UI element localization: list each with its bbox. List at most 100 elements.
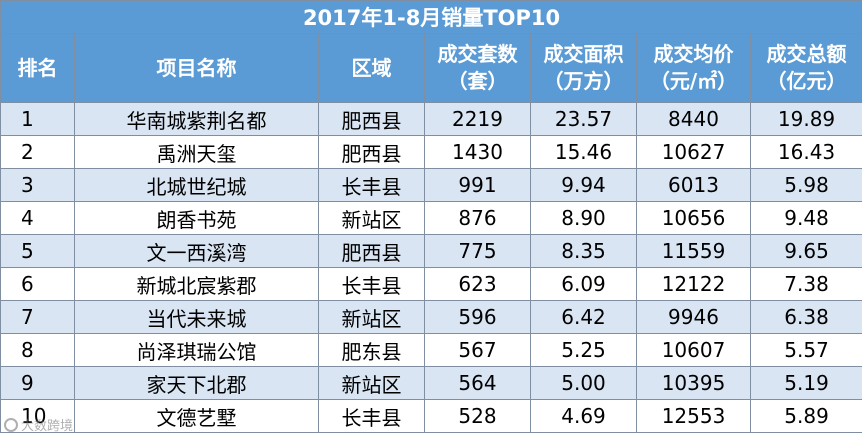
cell-project-name: 家天下北郡 [74, 366, 319, 400]
cell-units-sold: 775 [424, 234, 531, 268]
cell-district: 新站区 [318, 300, 425, 334]
header-rank: 排名 [0, 33, 75, 103]
cell-rank: 9 [0, 366, 75, 400]
cell-area-sold: 5.25 [530, 333, 637, 367]
table-row: 3 北城世纪城 长丰县 991 9.94 6013 5.98 [0, 168, 862, 202]
cell-total-amount: 5.89 [749, 399, 862, 433]
cell-avg-price: 11559 [636, 234, 751, 268]
cell-rank: 1 [0, 102, 75, 136]
cell-project-name: 北城世纪城 [74, 168, 319, 202]
header-total-amount: 成交总额 （亿元） [749, 33, 862, 103]
cell-district: 肥西县 [318, 135, 425, 169]
cell-total-amount: 9.48 [749, 201, 862, 235]
cell-area-sold: 15.46 [530, 135, 637, 169]
cell-project-name: 文一西溪湾 [74, 234, 319, 268]
cell-district: 新站区 [318, 201, 425, 235]
table-row: 6 新城北宸紫郡 长丰县 623 6.09 12122 7.38 [0, 267, 862, 301]
cell-area-sold: 9.94 [530, 168, 637, 202]
header-label: 成交面积 [543, 42, 624, 66]
cell-district: 肥西县 [318, 234, 425, 268]
cell-avg-price: 8440 [636, 102, 751, 136]
cell-avg-price: 12553 [636, 399, 751, 433]
table-row: 8 尚泽琪瑞公馆 肥东县 567 5.25 10607 5.57 [0, 333, 862, 367]
table-title: 2017年1-8月销量TOP10 [0, 0, 862, 34]
header-area-sold: 成交面积 （万方） [530, 33, 637, 103]
cell-project-name: 禹洲天玺 [74, 135, 319, 169]
cell-area-sold: 6.09 [530, 267, 637, 301]
cell-district: 肥西县 [318, 102, 425, 136]
cell-project-name: 文德艺墅 [74, 399, 319, 433]
cell-units-sold: 564 [424, 366, 531, 400]
table-row: 5 文一西溪湾 肥西县 775 8.35 11559 9.65 [0, 234, 862, 268]
cell-area-sold: 8.90 [530, 201, 637, 235]
cell-total-amount: 5.19 [749, 366, 862, 400]
cell-units-sold: 991 [424, 168, 531, 202]
header-label: 排名 [17, 55, 58, 80]
cell-avg-price: 6013 [636, 168, 751, 202]
cell-rank: 4 [0, 201, 75, 235]
cell-avg-price: 9946 [636, 300, 751, 334]
cell-rank: 7 [0, 300, 75, 334]
cell-total-amount: 7.38 [749, 267, 862, 301]
cell-area-sold: 8.35 [530, 234, 637, 268]
cell-units-sold: 623 [424, 267, 531, 301]
cell-avg-price: 10656 [636, 201, 751, 235]
cell-rank: 6 [0, 267, 75, 301]
cell-area-sold: 23.57 [530, 102, 637, 136]
header-unit: （套） [447, 69, 508, 93]
cell-area-sold: 5.00 [530, 366, 637, 400]
header-row: 排名 项目名称 区域 成交套数 （套） 成交面积 （万方） 成交均价 （元/㎡） 成交… [0, 33, 862, 103]
cell-units-sold: 2219 [424, 102, 531, 136]
header-project-name: 项目名称 [74, 33, 319, 103]
cell-rank: 2 [0, 135, 75, 169]
cell-district: 长丰县 [318, 399, 425, 433]
cell-units-sold: 876 [424, 201, 531, 235]
header-units-sold: 成交套数 （套） [424, 33, 531, 103]
cell-project-name: 尚泽琪瑞公馆 [74, 333, 319, 367]
cell-district: 新站区 [318, 366, 425, 400]
title-row: 2017年1-8月销量TOP10 [0, 0, 862, 34]
cell-district: 长丰县 [318, 168, 425, 202]
cell-project-name: 华南城紫荆名都 [74, 102, 319, 136]
table-row: 10 文德艺墅 长丰县 528 4.69 12553 5.89 [0, 399, 862, 433]
header-unit: （元/㎡） [649, 69, 738, 93]
table-row: 7 当代未来城 新站区 596 6.42 9946 6.38 [0, 300, 862, 334]
cell-total-amount: 9.65 [749, 234, 862, 268]
table-row: 1 华南城紫荆名都 肥西县 2219 23.57 8440 19.89 [0, 102, 862, 136]
cell-total-amount: 6.38 [749, 300, 862, 334]
cell-rank: 3 [0, 168, 75, 202]
cell-project-name: 朗香书苑 [74, 201, 319, 235]
cell-avg-price: 10395 [636, 366, 751, 400]
table-row: 2 禹洲天玺 肥西县 1430 15.46 10627 16.43 [0, 135, 862, 169]
cell-project-name: 当代未来城 [74, 300, 319, 334]
header-label: 成交均价 [653, 42, 734, 66]
header-label: 区域 [351, 55, 392, 80]
table-body: 1 华南城紫荆名都 肥西县 2219 23.57 8440 19.89 2 禹洲天玺 肥西县 143… [0, 102, 862, 433]
cell-project-name: 新城北宸紫郡 [74, 267, 319, 301]
cell-total-amount: 19.89 [749, 102, 862, 136]
header-label: 项目名称 [156, 55, 237, 80]
header-label: 成交总额 [766, 42, 847, 66]
cell-rank: 8 [0, 333, 75, 367]
cell-rank: 5 [0, 234, 75, 268]
cell-units-sold: 596 [424, 300, 531, 334]
cell-area-sold: 4.69 [530, 399, 637, 433]
header-avg-price: 成交均价 （元/㎡） [636, 33, 751, 103]
cell-total-amount: 16.43 [749, 135, 862, 169]
header-district: 区域 [318, 33, 425, 103]
header-unit: （亿元） [766, 69, 847, 93]
cell-rank: 10 [0, 399, 75, 433]
cell-avg-price: 10607 [636, 333, 751, 367]
cell-district: 肥东县 [318, 333, 425, 367]
cell-district: 长丰县 [318, 267, 425, 301]
cell-units-sold: 1430 [424, 135, 531, 169]
cell-avg-price: 10627 [636, 135, 751, 169]
cell-total-amount: 5.98 [749, 168, 862, 202]
table-row: 9 家天下北郡 新站区 564 5.00 10395 5.19 [0, 366, 862, 400]
header-unit: （万方） [543, 69, 624, 93]
cell-area-sold: 6.42 [530, 300, 637, 334]
header-label: 成交套数 [437, 42, 518, 66]
table-row: 4 朗香书苑 新站区 876 8.90 10656 9.48 [0, 201, 862, 235]
cell-avg-price: 12122 [636, 267, 751, 301]
